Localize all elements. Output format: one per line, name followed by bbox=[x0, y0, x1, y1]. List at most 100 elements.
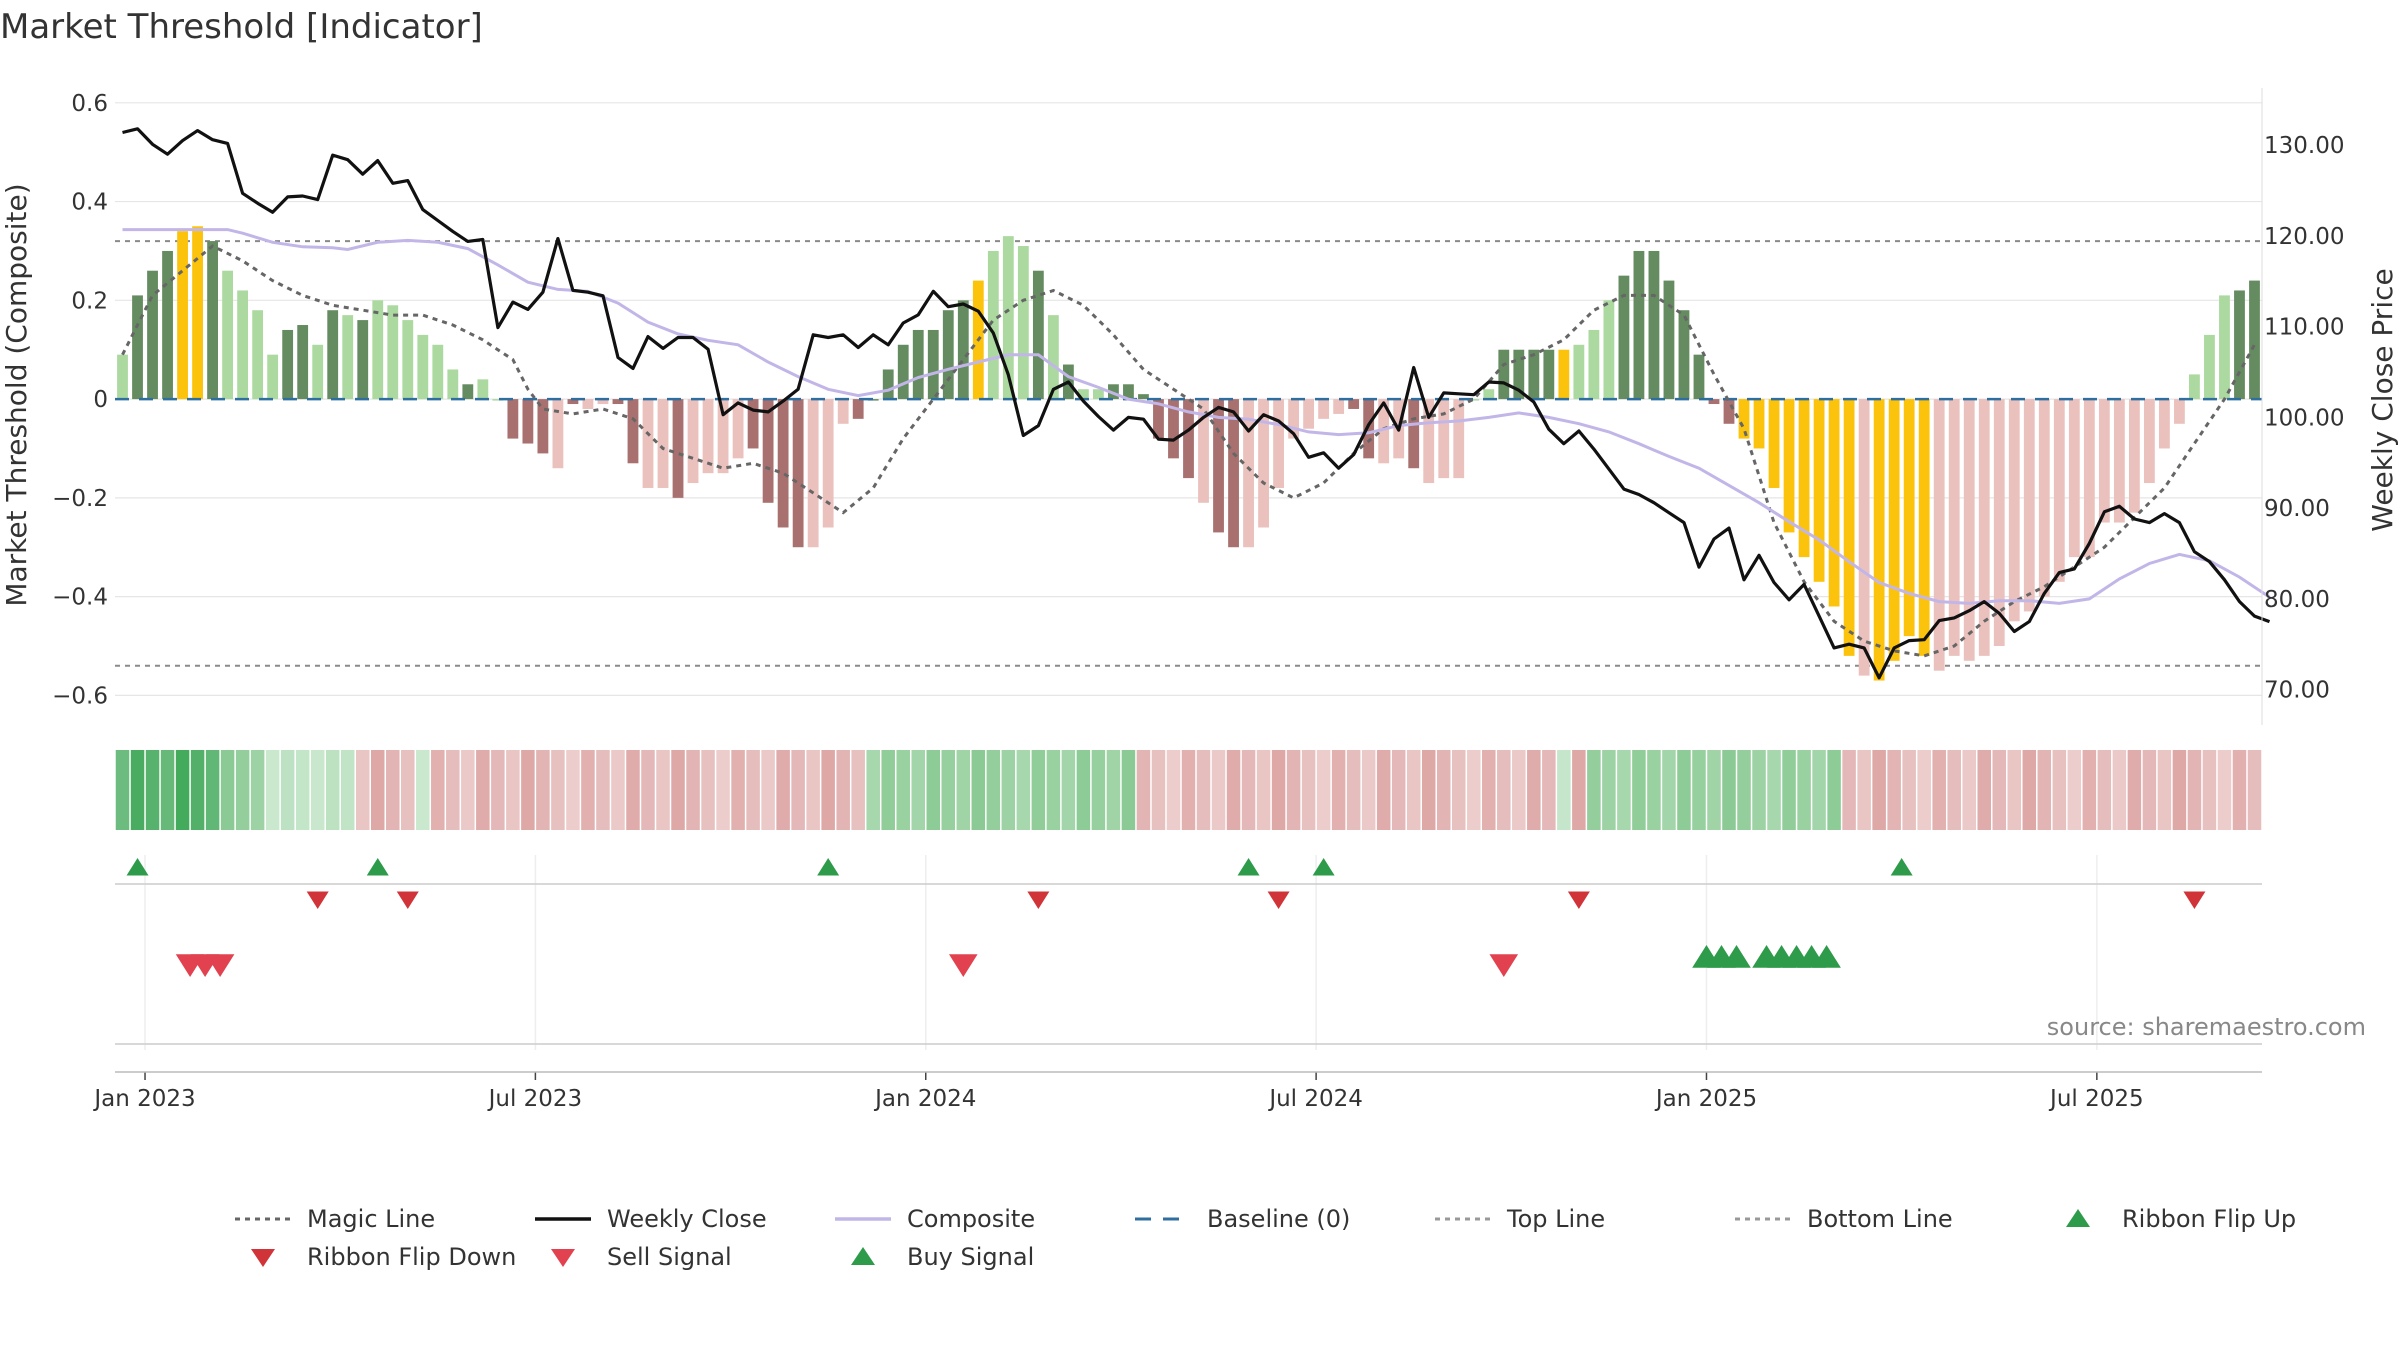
ribbon-cell bbox=[1467, 750, 1481, 830]
ribbon-cell bbox=[1451, 750, 1466, 830]
ribbon-cell bbox=[461, 750, 475, 830]
composite-bar bbox=[1963, 399, 1975, 661]
ribbon-cell bbox=[160, 750, 175, 830]
ribbon-cell bbox=[716, 750, 730, 830]
legend-swatch bbox=[551, 1249, 575, 1267]
composite-bar bbox=[897, 344, 909, 400]
composite-bar bbox=[1228, 399, 1239, 548]
ribbon-cell bbox=[1992, 750, 2007, 830]
ribbon-flip-down-marker bbox=[2183, 891, 2206, 909]
composite-bar bbox=[1258, 399, 1269, 528]
axes: 0.6 0.4 0.2 0 −0.2 −0.4 −0.6 130.00 120.00 110.00… bbox=[52, 88, 2344, 1112]
composite-bar bbox=[2189, 374, 2200, 400]
composite-bar bbox=[1032, 270, 1044, 400]
ribbon-cell bbox=[115, 750, 130, 830]
ribbon-cell bbox=[806, 750, 820, 830]
ribbon-cell bbox=[821, 750, 835, 830]
composite-bar bbox=[1468, 399, 1480, 401]
ribbon-cell bbox=[1902, 750, 1916, 830]
legend-item: Weekly Close bbox=[535, 1205, 767, 1233]
composite-bar bbox=[372, 300, 384, 400]
ribbon-cell bbox=[1617, 750, 1631, 830]
ribbon-cell bbox=[1707, 750, 1721, 830]
ribbon-cell bbox=[1662, 750, 1676, 830]
sell-signal-marker bbox=[948, 954, 978, 977]
legend-item: Baseline (0) bbox=[1135, 1205, 1350, 1233]
composite-bar bbox=[327, 310, 339, 400]
ribbon-cell bbox=[881, 750, 895, 830]
composite-bar bbox=[1798, 399, 1810, 558]
ribbon-cell bbox=[686, 750, 700, 830]
ribbon-cell bbox=[190, 750, 205, 830]
composite-bar bbox=[597, 399, 609, 405]
ribbon-cell bbox=[235, 750, 250, 830]
ribbon-cell bbox=[2127, 750, 2142, 830]
ribbon-cell bbox=[280, 750, 295, 830]
ribbon-cell bbox=[2037, 750, 2052, 830]
ribbon-cell bbox=[2082, 750, 2097, 830]
ribbon-cell bbox=[175, 750, 190, 830]
ribbon-cell bbox=[1256, 750, 1271, 830]
composite-bar bbox=[1588, 329, 1600, 400]
ribbon-cell bbox=[205, 750, 220, 830]
ribbon-cell bbox=[1271, 750, 1286, 830]
composite-bar bbox=[672, 399, 684, 498]
composite-bar bbox=[822, 399, 834, 528]
ribbon-cell bbox=[416, 750, 430, 830]
x-tick-label: Jul 2025 bbox=[2048, 1086, 2144, 1112]
composite-bar bbox=[2128, 399, 2140, 513]
composite-bar bbox=[177, 231, 188, 400]
ribbon-cell bbox=[2217, 750, 2232, 830]
ribbon-cell bbox=[1962, 750, 1976, 830]
ribbon-cell bbox=[731, 750, 745, 830]
ribbon-cell bbox=[1947, 750, 1961, 830]
composite-bar bbox=[2008, 399, 2020, 622]
composite-bar bbox=[957, 300, 969, 400]
composite-bar bbox=[1648, 250, 1660, 400]
ribbon-cell bbox=[1316, 750, 1331, 830]
ribbon-cell bbox=[1542, 750, 1556, 830]
ribbon-cell bbox=[431, 750, 445, 830]
y2-tick-label: 120.00 bbox=[2264, 224, 2344, 250]
ribbon-cell bbox=[355, 750, 370, 830]
ribbon-cell bbox=[1061, 750, 1076, 830]
composite-bar bbox=[1123, 384, 1134, 400]
legend-item: Top Line bbox=[1435, 1205, 1605, 1233]
ribbon-cell bbox=[1497, 750, 1511, 830]
composite-bar bbox=[1708, 399, 1720, 405]
legend-item: Bottom Line bbox=[1735, 1205, 1953, 1233]
ribbon-cell bbox=[1797, 750, 1811, 830]
ribbon-cell bbox=[641, 750, 655, 830]
y-tick-label: 0.6 bbox=[71, 91, 108, 117]
ribbon-cell bbox=[911, 750, 926, 830]
composite-bar bbox=[1288, 399, 1300, 439]
ribbon-cell bbox=[1181, 750, 1196, 830]
ribbon-flip-up-marker bbox=[366, 858, 389, 876]
ribbon-cell bbox=[2022, 750, 2037, 830]
ribbon-cell bbox=[1917, 750, 1931, 830]
composite-bar bbox=[2204, 334, 2215, 400]
ribbon-cell bbox=[325, 750, 340, 830]
legend-label: Bottom Line bbox=[1807, 1205, 1953, 1233]
composite-bar bbox=[1753, 399, 1765, 449]
ribbon-cell bbox=[1331, 750, 1346, 830]
ribbon-cell bbox=[656, 750, 670, 830]
legend: Magic Line Weekly Close Composite Baseline … bbox=[235, 1205, 2296, 1271]
composite-bar bbox=[1408, 399, 1420, 469]
composite-bar bbox=[1543, 349, 1555, 400]
ribbon-flip-down-marker bbox=[1027, 891, 1050, 909]
ribbon-cell bbox=[1482, 750, 1496, 830]
ribbon-flip-up-marker bbox=[1237, 858, 1260, 876]
composite-bar bbox=[2249, 280, 2260, 400]
composite-bar bbox=[2113, 399, 2125, 523]
ribbon-cell bbox=[1211, 750, 1226, 830]
composite-bar bbox=[297, 325, 309, 400]
ribbon-cell bbox=[1632, 750, 1646, 830]
composite-line bbox=[122, 228, 2271, 605]
composite-bar bbox=[432, 344, 444, 400]
x-tick-label: Jul 2024 bbox=[1267, 1086, 1363, 1112]
legend-item: Composite bbox=[835, 1205, 1035, 1233]
ribbon-cell bbox=[1376, 750, 1391, 830]
composite-bar bbox=[567, 399, 579, 405]
